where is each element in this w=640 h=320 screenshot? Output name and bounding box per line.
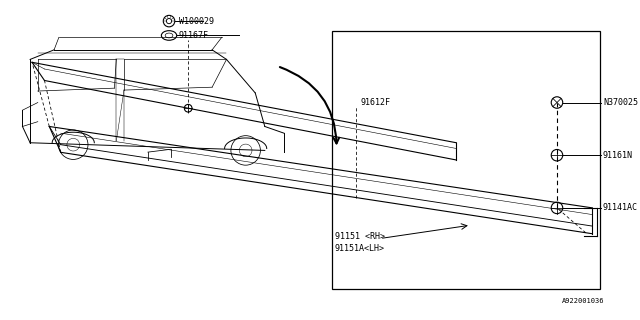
Text: 91161N: 91161N — [603, 151, 633, 160]
Text: N370025: N370025 — [603, 98, 638, 107]
Text: 91141AC: 91141AC — [603, 204, 638, 212]
Text: W100029: W100029 — [179, 17, 214, 26]
Bar — [332, 31, 600, 289]
Text: 91612F: 91612F — [360, 98, 390, 107]
Text: 91151 <RH>
91151A<LH>: 91151 <RH> 91151A<LH> — [335, 232, 385, 253]
Text: 91167F: 91167F — [179, 31, 209, 40]
Text: A922001036: A922001036 — [563, 298, 605, 304]
